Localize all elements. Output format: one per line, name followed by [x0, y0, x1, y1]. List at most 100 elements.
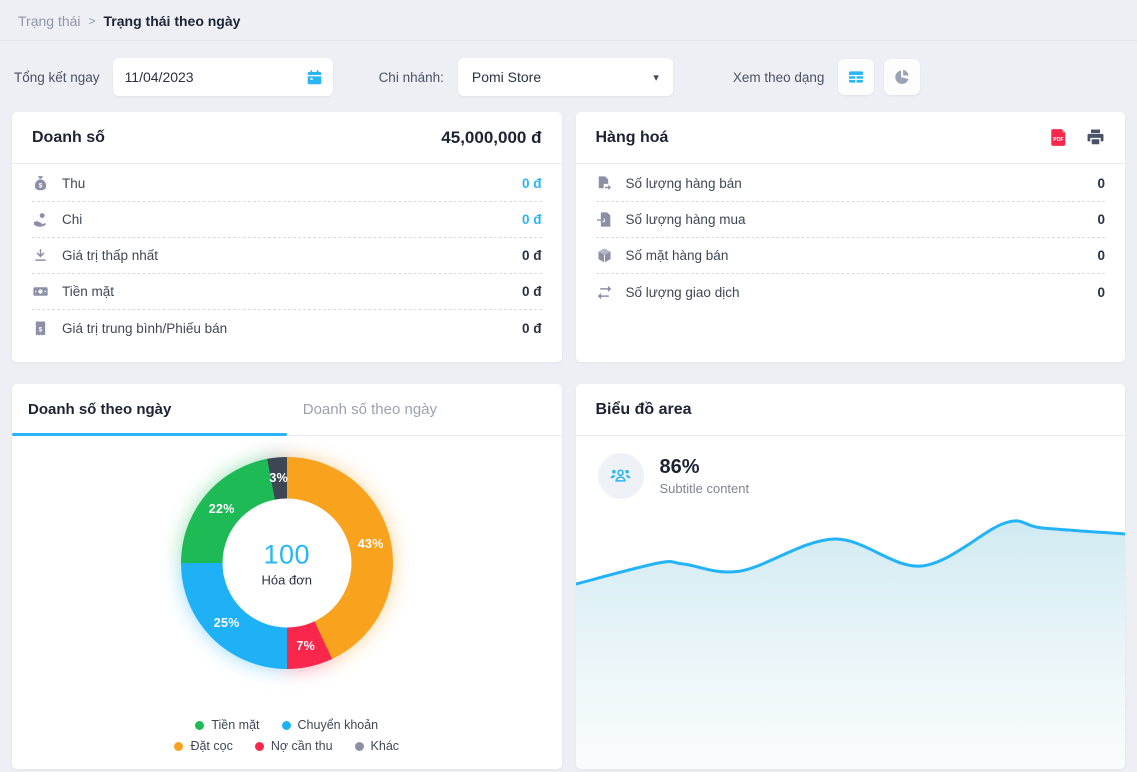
pie-view-button[interactable] — [884, 59, 921, 95]
svg-text:$: $ — [39, 326, 43, 333]
legend-label: Tiền mặt — [211, 718, 260, 732]
view-mode-label: Xem theo dạng — [732, 69, 825, 85]
row-label: Giá trị thấp nhất — [62, 248, 159, 263]
legend-dot — [281, 720, 291, 730]
donut-chart: 100 Hóa đơn 43% 7% 25% 22% 3% — [180, 457, 393, 669]
sales-card-title: Doanh số — [32, 128, 105, 146]
legend-item: Đặt cọc — [174, 739, 233, 753]
area-fill — [575, 520, 1125, 769]
donut-segment-label: 25% — [213, 616, 240, 630]
goods-card-actions: PDF — [1050, 128, 1105, 147]
goods-card: Hàng hoá PDF Số lượng hàng bán 0 — [575, 112, 1125, 362]
donut-segment-label: 43% — [357, 537, 384, 551]
dashboard-grid: Doanh số 45,000,000 đ $ Thu 0 đ Chi 0 đ — [0, 112, 1137, 769]
legend-item: Khác — [354, 739, 400, 753]
donut-chart-area: 100 Hóa đơn 43% 7% 25% 22% 3% Tiền mặt — [12, 436, 562, 769]
table-row: Số lượng hàng bán 0 — [595, 166, 1105, 202]
legend-dot — [354, 741, 364, 751]
sales-card: Doanh số 45,000,000 đ $ Thu 0 đ Chi 0 đ — [12, 112, 562, 362]
tab-doanh-so-theo-ngay-2[interactable]: Doanh số theo ngày — [287, 384, 562, 435]
legend-item: Tiền mặt — [195, 718, 260, 732]
legend-dot — [254, 741, 264, 751]
table-row: Giá trị thấp nhất 0 đ — [32, 238, 542, 274]
date-filter-label: Tổng kết ngay — [14, 69, 100, 85]
table-row: Số mặt hàng bán 0 — [595, 238, 1105, 274]
row-value: 0 — [1097, 212, 1105, 227]
row-value: 0 — [1097, 248, 1105, 263]
donut-segment-label: 7% — [296, 639, 316, 653]
table-icon — [847, 68, 865, 86]
cube-icon — [596, 247, 613, 264]
donut-segment-label: 3% — [269, 471, 289, 485]
receipt-icon: $ — [32, 320, 49, 337]
table-row: Chi 0 đ — [32, 202, 542, 238]
print-button[interactable] — [1086, 128, 1105, 147]
chevron-down-icon: ▾ — [653, 71, 659, 84]
donut-center-value: 100 — [263, 539, 311, 569]
calendar-icon[interactable] — [306, 69, 323, 86]
legend-label: Nợ cần thu — [270, 739, 333, 753]
branch-filter-label: Chi nhánh: — [378, 69, 444, 85]
tab-doanh-so-theo-ngay-1[interactable]: Doanh số theo ngày — [12, 384, 287, 436]
legend-dot — [195, 720, 205, 730]
table-row: Tiền mặt 0 đ — [32, 274, 542, 310]
breadcrumb-separator: > — [88, 14, 96, 28]
row-label: Số lượng hàng bán — [625, 176, 742, 191]
file-import-icon — [596, 211, 613, 228]
legend-label: Đặt cọc — [190, 739, 233, 753]
row-label: Thu — [62, 176, 86, 191]
legend-dot — [174, 741, 184, 751]
breadcrumb-current: Trạng thái theo ngày — [103, 13, 241, 29]
download-icon — [32, 247, 49, 264]
row-label: Giá trị trung bình/Phiếu bán — [62, 320, 228, 336]
area-stat-value: 86% — [659, 456, 700, 478]
area-stat-block: 86% Subtitle content — [576, 436, 1126, 499]
legend-item: Nợ cần thu — [254, 739, 333, 753]
legend-label: Chuyển khoản — [297, 718, 379, 732]
row-value: 0 đ — [521, 176, 542, 191]
area-chart — [575, 519, 1125, 769]
pie-chart-icon — [893, 68, 911, 86]
donut-segment-label: 22% — [208, 502, 235, 516]
file-export-icon — [596, 175, 613, 192]
legend-label: Khác — [370, 739, 400, 753]
row-value: 0 đ — [521, 284, 542, 299]
donut-center-label: Hóa đơn — [261, 572, 312, 587]
area-card-title: Biểu đồ area — [595, 400, 692, 418]
table-view-button[interactable] — [838, 59, 875, 95]
goods-card-title: Hàng hoá — [595, 128, 669, 146]
goods-card-header: Hàng hoá PDF — [575, 112, 1125, 164]
table-row: $ Thu 0 đ — [32, 166, 542, 202]
table-row: $ Giá trị trung bình/Phiếu bán 0 đ — [32, 310, 542, 346]
area-stat-subtitle: Subtitle content — [659, 481, 750, 496]
tab-label: Doanh số theo ngày — [302, 401, 438, 418]
row-label: Số mặt hàng bán — [625, 248, 729, 263]
export-pdf-button[interactable]: PDF — [1050, 128, 1068, 147]
row-label: Số lượng giao dịch — [625, 284, 740, 300]
row-value: 0 đ — [521, 248, 542, 263]
row-value: 0 đ — [521, 212, 542, 227]
row-value: 0 — [1097, 176, 1105, 191]
row-label: Tiền mặt — [62, 284, 115, 299]
tab-label: Doanh số theo ngày — [28, 401, 172, 418]
sales-total-value: 45,000,000 đ — [441, 127, 542, 147]
table-row: Số lượng giao dịch 0 — [596, 274, 1105, 310]
area-card-header: Biểu đồ area — [575, 384, 1125, 436]
svg-text:$: $ — [39, 182, 43, 189]
donut-card-tabs: Doanh số theo ngày Doanh số theo ngày — [12, 384, 562, 436]
date-input[interactable] — [124, 69, 306, 85]
table-row: Số lượng hàng mua 0 — [595, 202, 1105, 238]
row-value: 0 — [1097, 284, 1105, 300]
donut-center: 100 Hóa đơn — [222, 498, 352, 628]
hand-coin-icon — [32, 211, 49, 228]
row-value: 0 đ — [521, 320, 542, 336]
date-input-wrap[interactable] — [112, 58, 333, 96]
row-label: Chi — [62, 212, 83, 227]
row-label: Số lượng hàng mua — [625, 212, 746, 227]
sales-card-header: Doanh số 45,000,000 đ — [12, 112, 562, 164]
donut-card: Doanh số theo ngày Doanh số theo ngày 10… — [12, 384, 562, 769]
branch-select-value: Pomi Store — [471, 69, 542, 85]
legend-item: Chuyển khoản — [281, 718, 379, 732]
breadcrumb-parent[interactable]: Trạng thái — [18, 13, 81, 29]
branch-select[interactable]: Pomi Store ▾ — [457, 58, 673, 96]
